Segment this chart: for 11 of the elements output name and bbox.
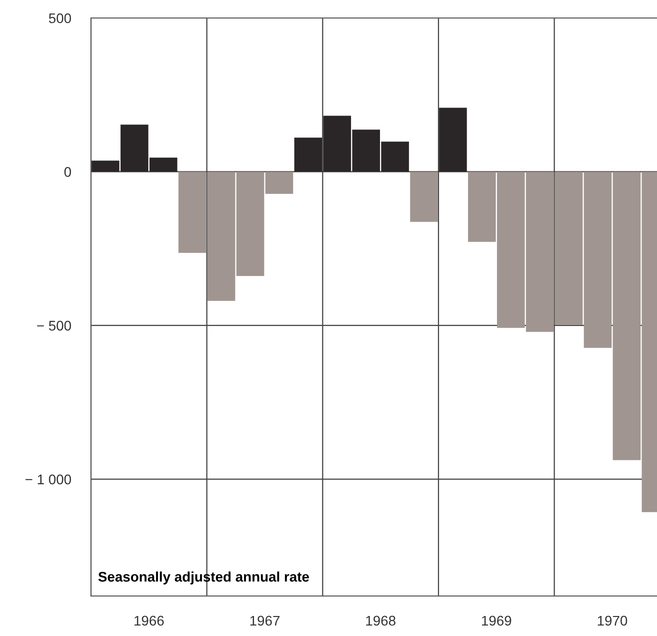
x-tick-label: 1969 — [482, 616, 512, 626]
bar — [439, 108, 467, 172]
y-tick-label: − 1 000 — [26, 474, 72, 484]
x-tick-label: 1968 — [366, 616, 396, 626]
y-tick-label: 0 — [64, 167, 72, 177]
x-tick-label: 1967 — [250, 616, 280, 626]
y-tick-label: − 500 — [37, 320, 72, 331]
x-tick-label: 1966 — [134, 616, 164, 626]
bar — [410, 172, 438, 222]
y-tick-label: 500 — [48, 13, 72, 24]
x-tick-label: 1970 — [598, 616, 628, 626]
